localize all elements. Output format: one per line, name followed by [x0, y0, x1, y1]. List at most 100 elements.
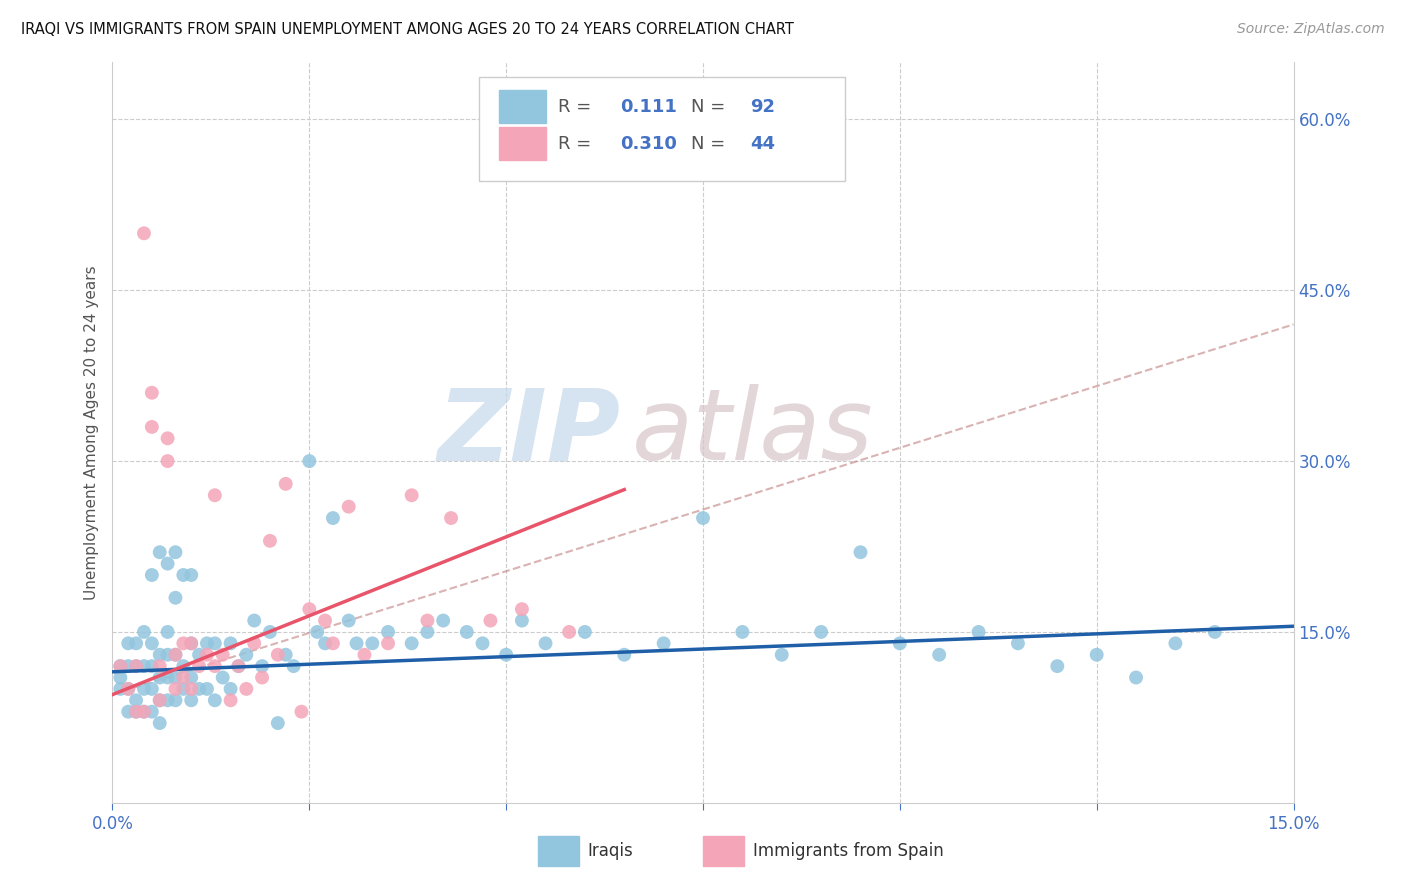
Point [652, 636, 675, 650]
Point [141, 636, 163, 650]
Point [172, 659, 194, 673]
Point [156, 557, 179, 571]
Text: R =: R = [558, 98, 596, 116]
FancyBboxPatch shape [499, 127, 546, 161]
Point [117, 681, 139, 696]
Point [132, 705, 155, 719]
Point [141, 420, 163, 434]
Point [259, 533, 281, 548]
Point [314, 636, 336, 650]
Point [125, 705, 148, 719]
Point [314, 614, 336, 628]
Point [165, 693, 187, 707]
Point [322, 636, 344, 650]
Point [337, 500, 360, 514]
Point [204, 636, 226, 650]
Point [558, 624, 581, 639]
Point [1046, 659, 1069, 673]
Point [195, 648, 218, 662]
Point [180, 636, 202, 650]
Point [172, 681, 194, 696]
Point [165, 671, 187, 685]
Point [471, 636, 494, 650]
FancyBboxPatch shape [499, 90, 546, 123]
Point [267, 648, 290, 662]
Point [1085, 648, 1108, 662]
Point [204, 488, 226, 502]
Point [495, 648, 517, 662]
Point [810, 624, 832, 639]
Point [180, 681, 202, 696]
Point [149, 545, 172, 559]
Text: R =: R = [558, 135, 596, 153]
Point [353, 648, 375, 662]
Point [416, 614, 439, 628]
Point [132, 659, 155, 673]
Point [165, 648, 187, 662]
Point [267, 716, 290, 731]
Point [211, 648, 233, 662]
Point [613, 648, 636, 662]
Point [307, 624, 329, 639]
Point [228, 659, 250, 673]
Y-axis label: Unemployment Among Ages 20 to 24 years: Unemployment Among Ages 20 to 24 years [83, 265, 98, 600]
Point [117, 636, 139, 650]
Point [141, 659, 163, 673]
Point [298, 602, 321, 616]
Point [149, 671, 172, 685]
Point [141, 705, 163, 719]
Point [172, 568, 194, 582]
Point [534, 636, 557, 650]
Point [125, 659, 148, 673]
Point [141, 385, 163, 400]
Point [165, 681, 187, 696]
Point [692, 511, 714, 525]
Text: IRAQI VS IMMIGRANTS FROM SPAIN UNEMPLOYMENT AMONG AGES 20 TO 24 YEARS CORRELATIO: IRAQI VS IMMIGRANTS FROM SPAIN UNEMPLOYM… [21, 22, 794, 37]
Point [132, 624, 155, 639]
Point [132, 227, 155, 241]
Point [731, 624, 754, 639]
Point [180, 568, 202, 582]
Point [219, 693, 242, 707]
Text: ZIP: ZIP [437, 384, 620, 481]
Text: N =: N = [692, 135, 731, 153]
Point [377, 624, 399, 639]
Point [322, 511, 344, 525]
Point [479, 614, 502, 628]
Point [889, 636, 911, 650]
Point [117, 681, 139, 696]
Point [110, 659, 132, 673]
Point [346, 636, 368, 650]
Point [125, 705, 148, 719]
Point [274, 648, 297, 662]
Point [156, 648, 179, 662]
Point [416, 624, 439, 639]
Point [510, 602, 533, 616]
Point [211, 671, 233, 685]
Point [117, 705, 139, 719]
Point [195, 681, 218, 696]
Point [432, 614, 454, 628]
Point [165, 648, 187, 662]
Point [274, 476, 297, 491]
FancyBboxPatch shape [537, 836, 579, 866]
FancyBboxPatch shape [478, 78, 845, 181]
Point [298, 454, 321, 468]
Text: N =: N = [692, 98, 731, 116]
Text: 0.310: 0.310 [620, 135, 678, 153]
FancyBboxPatch shape [703, 836, 744, 866]
Text: Source: ZipAtlas.com: Source: ZipAtlas.com [1237, 22, 1385, 37]
Point [1204, 624, 1226, 639]
Point [967, 624, 990, 639]
Point [165, 591, 187, 605]
Point [440, 511, 463, 525]
Text: 0.111: 0.111 [620, 98, 678, 116]
Point [259, 624, 281, 639]
Point [125, 659, 148, 673]
Point [165, 545, 187, 559]
Point [243, 636, 266, 650]
Text: atlas: atlas [633, 384, 873, 481]
Point [1125, 671, 1147, 685]
Point [510, 614, 533, 628]
Point [195, 636, 218, 650]
